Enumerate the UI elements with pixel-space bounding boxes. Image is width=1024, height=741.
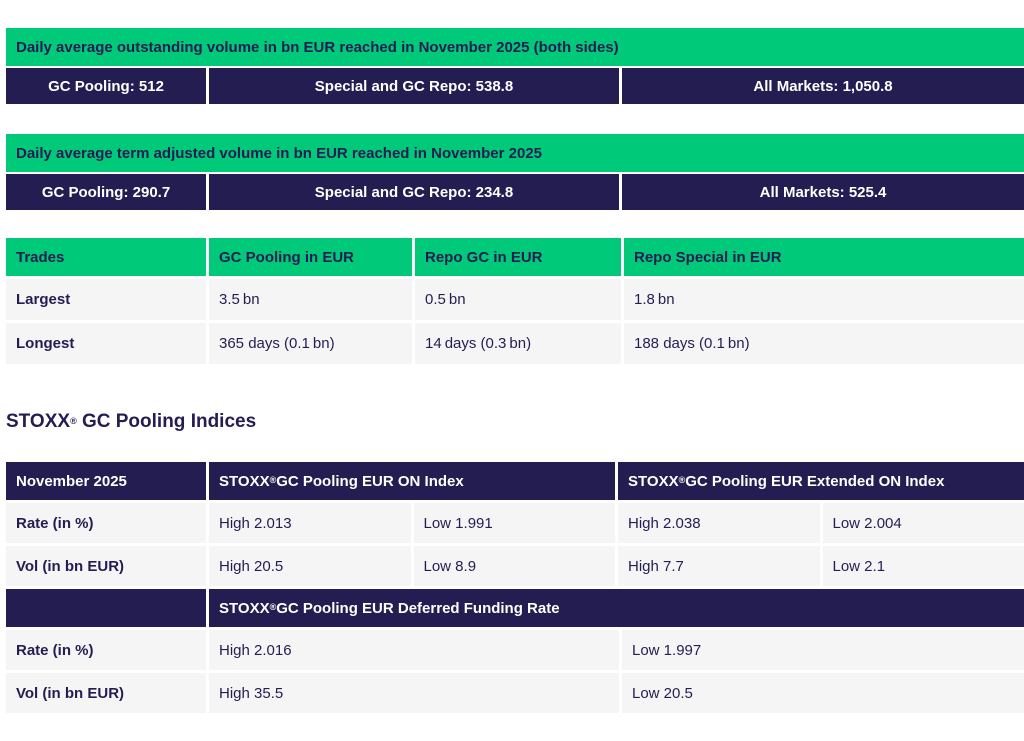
stat-special-gc-repo: Special and GC Repo: 234.8 bbox=[209, 174, 619, 210]
deferred-header-title: STOXX ® GC Pooling EUR Deferred Funding R… bbox=[209, 589, 1024, 627]
registered-trademark-sign: ® bbox=[70, 416, 77, 426]
deferred-vol-high: High 35.5 bbox=[209, 673, 619, 713]
column-title-text: GC Pooling EUR Extended ON Index bbox=[685, 472, 945, 490]
trades-header-trades: Trades bbox=[6, 238, 206, 276]
deferred-row-label-rate: Rate (in %) bbox=[6, 630, 206, 670]
column-title-text: GC Pooling EUR Deferred Funding Rate bbox=[276, 599, 560, 617]
trades-header-repo-special: Repo Special in EUR bbox=[624, 238, 1024, 276]
term-adjusted-volume-stats: GC Pooling: 290.7 Special and GC Repo: 2… bbox=[6, 174, 1024, 210]
largest-repo-special-value: 1.8 bn bbox=[624, 279, 1024, 320]
report-page: Daily average outstanding volume in bn E… bbox=[6, 28, 1024, 713]
term-adjusted-volume-section: Daily average term adjusted volume in bn… bbox=[6, 134, 1024, 210]
deferred-vol-low: Low 20.5 bbox=[622, 673, 1024, 713]
deferred-funding-rate-table: STOXX ® GC Pooling EUR Deferred Funding R… bbox=[6, 589, 1024, 713]
brand-text: STOXX bbox=[628, 472, 679, 490]
stat-all-markets: All Markets: 525.4 bbox=[622, 174, 1024, 210]
term-adjusted-volume-title: Daily average term adjusted volume in bn… bbox=[6, 134, 1024, 172]
deferred-rate-high: High 2.016 bbox=[209, 630, 619, 670]
stoxx-row-label-vol: Vol (in bn EUR) bbox=[6, 546, 206, 586]
deferred-header-spacer bbox=[6, 589, 206, 627]
largest-gc-pooling-value: 3.5 bn bbox=[209, 279, 412, 320]
extended-on-index-rate-low: Low 2.004 bbox=[822, 503, 1024, 543]
stoxx-indices-table: November 2025 STOXX ® GC Pooling EUR ON I… bbox=[6, 462, 1024, 586]
stat-all-markets: All Markets: 1,050.8 bbox=[622, 68, 1024, 104]
stoxx-header-month: November 2025 bbox=[6, 462, 206, 500]
registered-trademark-sign: ® bbox=[269, 475, 277, 485]
trades-row-label-largest: Largest bbox=[6, 279, 206, 320]
heading-brand: STOXX bbox=[6, 411, 71, 432]
outstanding-volume-title: Daily average outstanding volume in bn E… bbox=[6, 28, 1024, 66]
trades-row-label-longest: Longest bbox=[6, 323, 206, 364]
brand-text: STOXX bbox=[219, 472, 270, 490]
registered-trademark-sign: ® bbox=[269, 602, 277, 612]
outstanding-volume-section: Daily average outstanding volume in bn E… bbox=[6, 28, 1024, 104]
on-index-rate-low: Low 1.991 bbox=[413, 503, 615, 543]
stat-special-gc-repo: Special and GC Repo: 538.8 bbox=[209, 68, 619, 104]
stat-gc-pooling: GC Pooling: 290.7 bbox=[6, 174, 206, 210]
extended-on-index-vol-high: High 7.7 bbox=[618, 546, 820, 586]
stoxx-header-extended-on-index: STOXX ® GC Pooling EUR Extended ON Index bbox=[618, 462, 1024, 500]
stat-gc-pooling: GC Pooling: 512 bbox=[6, 68, 206, 104]
stoxx-row-label-rate: Rate (in %) bbox=[6, 503, 206, 543]
extended-on-index-rate-high: High 2.038 bbox=[618, 503, 820, 543]
column-title-text: GC Pooling EUR ON Index bbox=[276, 472, 464, 490]
on-index-vol-low: Low 8.9 bbox=[413, 546, 615, 586]
heading-rest: GC Pooling Indices bbox=[76, 411, 257, 432]
stoxx-indices-heading: STOXX® GC Pooling Indices bbox=[6, 410, 1024, 434]
largest-repo-gc-value: 0.5 bn bbox=[415, 279, 621, 320]
deferred-rate-low: Low 1.997 bbox=[622, 630, 1024, 670]
outstanding-volume-stats: GC Pooling: 512 Special and GC Repo: 538… bbox=[6, 68, 1024, 104]
longest-repo-gc-value: 14 days (0.3 bn) bbox=[415, 323, 621, 364]
extended-on-index-vol-low: Low 2.1 bbox=[822, 546, 1024, 586]
longest-repo-special-value: 188 days (0.1 bn) bbox=[624, 323, 1024, 364]
stoxx-header-on-index: STOXX ® GC Pooling EUR ON Index bbox=[209, 462, 615, 500]
deferred-row-label-vol: Vol (in bn EUR) bbox=[6, 673, 206, 713]
trades-header-repo-gc: Repo GC in EUR bbox=[415, 238, 621, 276]
brand-text: STOXX bbox=[219, 599, 270, 617]
trades-header-gc-pooling: GC Pooling in EUR bbox=[209, 238, 412, 276]
on-index-rate-high: High 2.013 bbox=[209, 503, 411, 543]
on-index-vol-high: High 20.5 bbox=[209, 546, 411, 586]
trades-table: Trades GC Pooling in EUR Repo GC in EUR … bbox=[6, 238, 1024, 364]
registered-trademark-sign: ® bbox=[678, 475, 686, 485]
longest-gc-pooling-value: 365 days (0.1 bn) bbox=[209, 323, 412, 364]
